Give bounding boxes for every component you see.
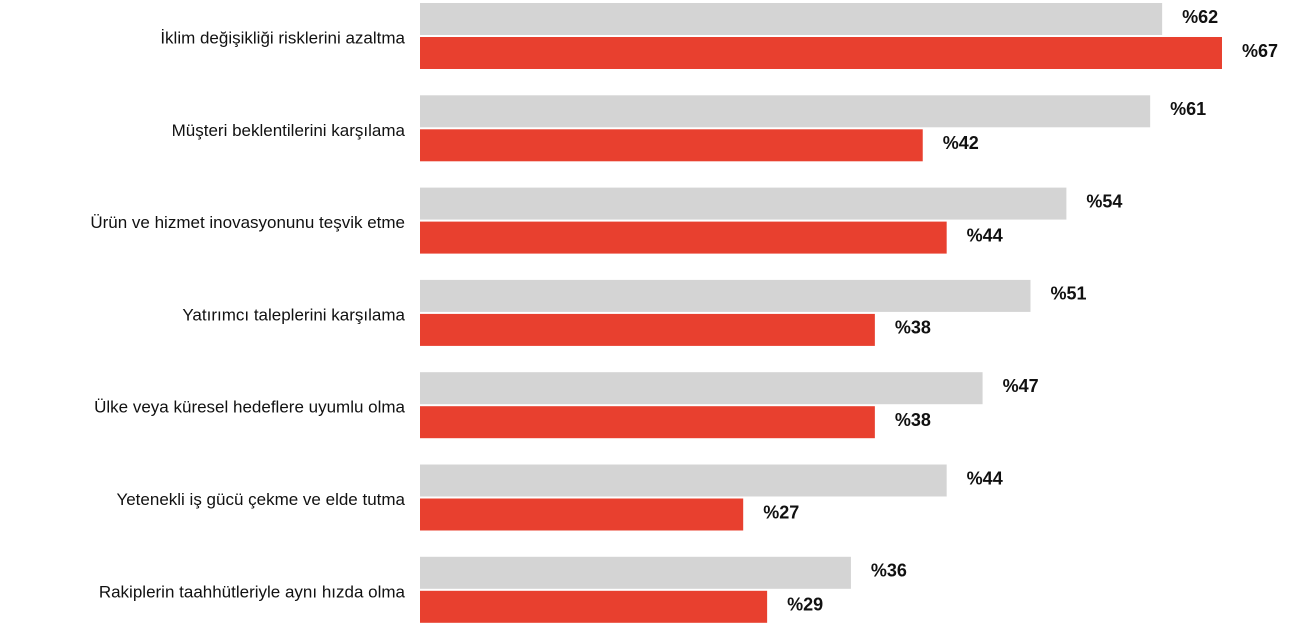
value-label: %38 — [895, 410, 931, 430]
category-label: Yetenekli iş gücü çekme ve elde tutma — [116, 490, 405, 509]
bar — [420, 95, 1151, 128]
category-label: Rakiplerin taahhütleriyle aynı hızda olm… — [99, 582, 406, 601]
value-label: %62 — [1182, 7, 1218, 27]
value-label: %42 — [943, 133, 979, 153]
bar — [420, 556, 851, 589]
bar — [420, 37, 1222, 69]
value-label: %61 — [1170, 99, 1206, 119]
value-label: %27 — [763, 502, 799, 522]
value-label: %36 — [871, 561, 907, 581]
value-label: %29 — [787, 595, 823, 615]
value-label: %38 — [895, 318, 931, 338]
bar — [420, 406, 875, 439]
category-label: Ürün ve hizmet inovasyonunu teşvik etme — [90, 213, 405, 232]
bar — [420, 313, 875, 346]
value-label: %44 — [967, 225, 1003, 245]
value-label: %51 — [1050, 284, 1086, 304]
bar — [420, 129, 923, 162]
category-label: İklim değişikliği risklerini azaltma — [160, 28, 405, 47]
value-label: %67 — [1242, 41, 1278, 61]
bar — [420, 464, 947, 497]
value-label: %47 — [1003, 376, 1039, 396]
category-label: Müşteri beklentilerini karşılama — [172, 121, 406, 140]
bar — [420, 279, 1031, 312]
bar — [420, 221, 947, 254]
bar — [420, 590, 768, 623]
value-label: %44 — [967, 468, 1003, 488]
value-label: %54 — [1086, 191, 1122, 211]
bar — [420, 372, 983, 405]
category-label: Yatırımcı taleplerini karşılama — [182, 305, 405, 324]
bar — [420, 3, 1163, 35]
category-label: Ülke veya küresel hedeflere uyumlu olma — [94, 398, 405, 417]
bar — [420, 498, 744, 531]
bar — [420, 187, 1067, 220]
